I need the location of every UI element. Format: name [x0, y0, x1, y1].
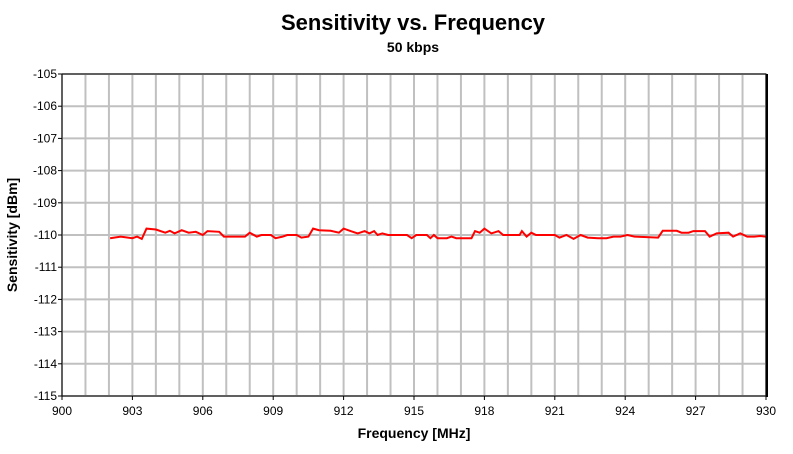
x-tick-label: 924 — [615, 404, 635, 418]
y-tick-label: -113 — [34, 325, 57, 339]
x-tick-label: 906 — [193, 404, 213, 418]
x-tick-label: 903 — [122, 404, 142, 418]
x-tick-label: 921 — [545, 404, 565, 418]
y-tick-label: -106 — [33, 99, 57, 113]
x-axis-label: Frequency [MHz] — [358, 425, 471, 441]
y-tick-label: -115 — [34, 389, 57, 403]
y-axis-ticks: -105 -106 -107 -108 -109 -110 -111 -112 -113 -114… — [33, 67, 62, 403]
y-tick-label: -108 — [33, 164, 57, 178]
y-tick-label: -111 — [35, 260, 58, 274]
x-axis-ticks: 900 903 906 909 912 915 918 921 924 927 930 — [52, 396, 776, 418]
series-line — [109, 227, 767, 241]
x-tick-label: 930 — [756, 404, 776, 418]
x-tick-label: 900 — [52, 404, 72, 418]
y-tick-label: -107 — [33, 131, 57, 145]
x-tick-label: 912 — [334, 404, 354, 418]
y-tick-label: -110 — [34, 228, 57, 242]
y-tick-label: -105 — [33, 67, 57, 81]
x-tick-label: 927 — [686, 404, 706, 418]
x-tick-label: 909 — [263, 404, 283, 418]
x-tick-label: 915 — [404, 404, 424, 418]
chart-subtitle: 50 kbps — [387, 39, 439, 55]
chart-title: Sensitivity vs. Frequency — [281, 10, 546, 35]
x-tick-label: 918 — [474, 404, 494, 418]
y-tick-label: -114 — [34, 357, 57, 371]
y-axis-label: Sensitivity [dBm] — [4, 178, 20, 292]
y-tick-label: -112 — [34, 292, 57, 306]
y-tick-label: -109 — [33, 196, 57, 210]
